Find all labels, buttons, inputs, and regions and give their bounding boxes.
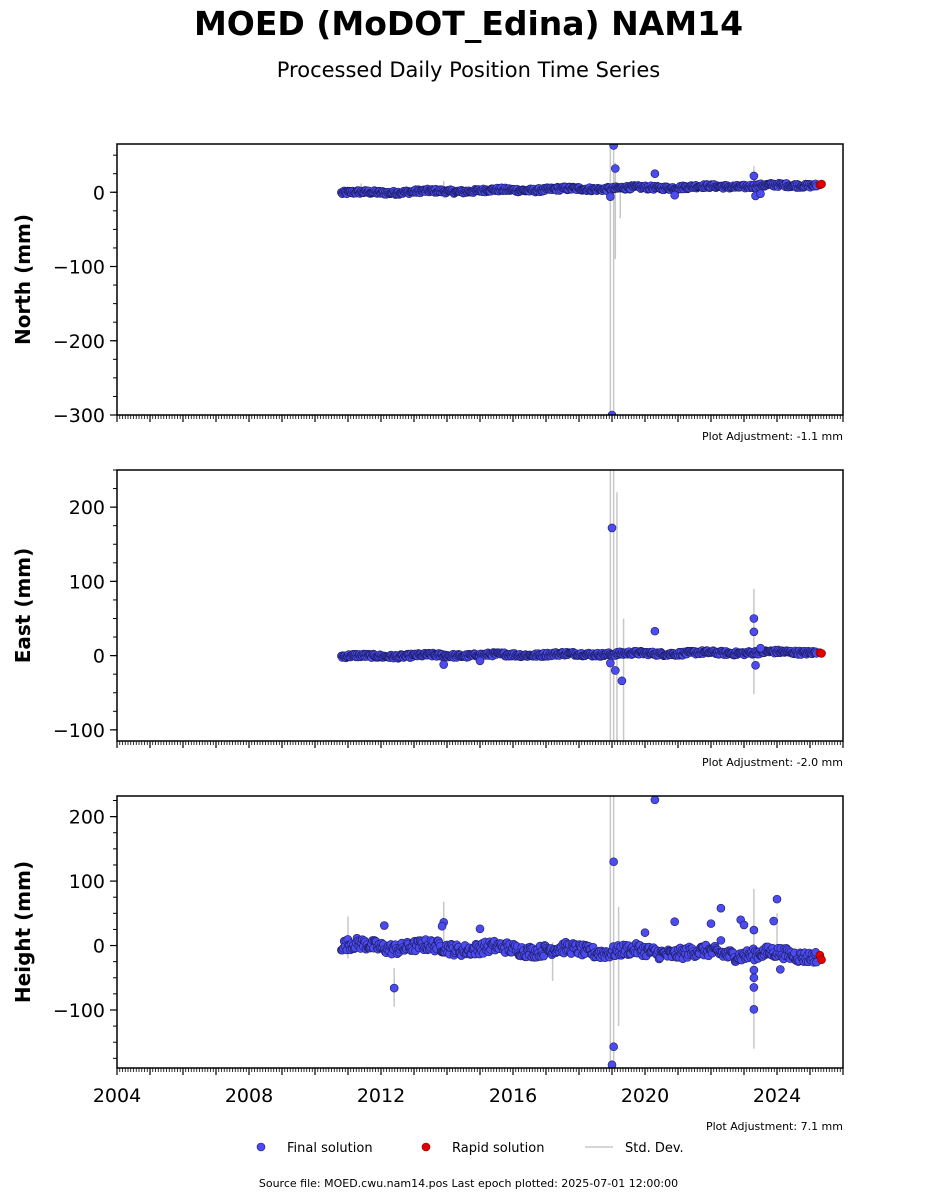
final-solution-outlier (475, 924, 485, 934)
plot-adjustment-note: Plot Adjustment: 7.1 mm (706, 1120, 843, 1133)
final-solution-outlier (749, 627, 759, 637)
legend-rapid-label: Rapid solution (452, 1141, 544, 1156)
y-axis-label: East (mm) (11, 548, 35, 664)
final-solution-outlier (609, 144, 618, 150)
y-tick-label: 0 (93, 182, 105, 204)
chart-subtitle: Processed Daily Position Time Series (276, 58, 661, 82)
chart-title: MOED (MoDOT_Edina) NAM14 (193, 4, 744, 43)
final-solution-outlier (606, 192, 615, 202)
final-solution-outlier (756, 643, 765, 653)
rapid-solution-point (817, 179, 826, 189)
legend-rapid-marker (421, 1142, 431, 1152)
y-axis-label: North (mm) (11, 214, 35, 345)
y-tick-label: −100 (53, 257, 105, 279)
rapid-solution-point (817, 649, 826, 658)
final-solution-outlier (772, 894, 782, 904)
panel-2: 200 100 0 −100 2004 2008 2012 2016 2020 2024 Heigh… (11, 795, 844, 1133)
final-solution-outlier (775, 965, 785, 974)
final-solution-outlier (650, 796, 660, 805)
y-axis-label: Height (mm) (11, 861, 35, 1003)
final-solution-outlier (606, 658, 615, 668)
panel-frame (116, 469, 844, 742)
panel-data (337, 470, 826, 741)
final-solution-outlier (437, 921, 447, 931)
x-tick-label: 2008 (225, 1085, 273, 1107)
final-solution-outlier (749, 614, 759, 623)
y-tick-label: 0 (93, 936, 105, 958)
final-solution-outlier (607, 1060, 617, 1068)
plot-adjustment-note: Plot Adjustment: -2.0 mm (702, 756, 843, 769)
panel-data (337, 796, 826, 1068)
final-solution-outlier (670, 917, 680, 926)
panel-1: 200 100 0 −100 East (mm) Plot Adjustment: -2.… (11, 469, 844, 769)
final-solution-outlier (379, 921, 389, 930)
final-solution-outlier (610, 666, 620, 675)
x-tick-label: 2012 (357, 1085, 405, 1107)
final-solution-outlier (640, 928, 650, 937)
final-solution-outlier (617, 676, 627, 686)
final-solution-outlier (650, 169, 660, 178)
final-solution-outlier (607, 410, 617, 415)
final-solution-outlier (749, 973, 759, 983)
rapid-solution-point (817, 955, 826, 965)
source-footer: Source file: MOED.cwu.nam14.pos Last epo… (258, 1177, 679, 1190)
final-solution-outlier (756, 189, 765, 199)
final-solution-outlier (609, 857, 618, 867)
final-solution-outlier (607, 523, 617, 533)
x-tick-label: 2024 (753, 1085, 801, 1107)
final-solution-outlier (751, 660, 760, 670)
final-solution-outlier (739, 920, 749, 930)
legend: Final solution Rapid solution Std. Dev. (256, 1141, 684, 1156)
legend-final-label: Final solution (287, 1141, 373, 1156)
final-solution-outlier (716, 936, 726, 945)
x-tick-label: 2004 (93, 1085, 141, 1107)
y-tick-label: 100 (69, 871, 105, 893)
final-solution-outlier (609, 1042, 618, 1052)
y-tick-label: −100 (53, 1000, 105, 1022)
y-tick-label: 0 (93, 646, 105, 668)
plot-adjustment-note: Plot Adjustment: -1.1 mm (702, 430, 843, 443)
y-tick-label: −100 (53, 720, 105, 742)
y-tick-label: −300 (53, 405, 105, 427)
final-solution-outlier (749, 983, 759, 992)
final-solution-outlier (439, 660, 449, 669)
y-tick-label: 100 (69, 571, 105, 593)
final-solution-outlier (706, 919, 716, 928)
legend-stddev-label: Std. Dev. (625, 1141, 684, 1156)
final-solution-outlier (716, 903, 726, 913)
final-solution-outlier (610, 164, 620, 173)
panel-data (337, 144, 826, 415)
final-solution-outlier (475, 656, 485, 666)
final-solution-outlier (769, 916, 779, 926)
x-tick-label: 2016 (489, 1085, 537, 1107)
y-tick-label: 200 (69, 807, 105, 829)
final-solution-outlier (389, 983, 399, 993)
final-solution-outlier (749, 925, 759, 935)
panel-0: 0 −100 −200 −300 North (mm) Plot Adjustment: … (11, 143, 844, 443)
y-tick-label: −200 (53, 331, 105, 353)
final-solution-outlier (670, 190, 680, 200)
final-solution-outlier (749, 171, 759, 181)
final-solution-outlier (650, 626, 660, 636)
x-tick-label: 2020 (621, 1085, 669, 1107)
final-solution-outlier (749, 1005, 759, 1014)
legend-final-marker (256, 1142, 266, 1152)
y-tick-label: 200 (69, 497, 105, 519)
final-solution-outlier (749, 965, 759, 975)
